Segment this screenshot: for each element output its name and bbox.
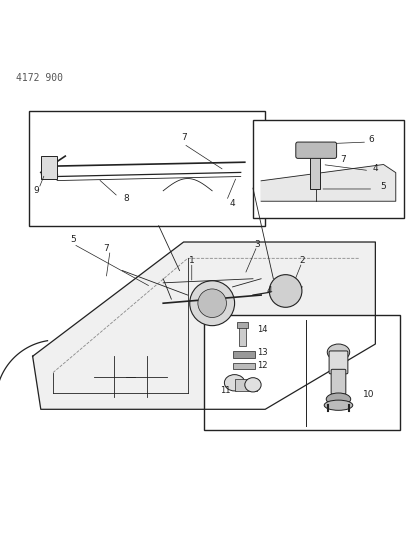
Bar	[41, 156, 57, 179]
Ellipse shape	[324, 400, 353, 410]
Text: 1: 1	[189, 256, 195, 265]
Circle shape	[198, 289, 226, 318]
Text: 6: 6	[368, 135, 374, 144]
Text: 13: 13	[257, 349, 268, 358]
Text: 12: 12	[257, 361, 268, 370]
Text: 4: 4	[373, 164, 378, 173]
Text: 7: 7	[340, 156, 346, 165]
Text: 8: 8	[124, 195, 129, 204]
Bar	[233, 351, 255, 358]
Text: 7: 7	[103, 244, 109, 253]
Text: 11: 11	[220, 386, 231, 395]
Text: 4: 4	[266, 286, 272, 295]
Bar	[253, 119, 404, 217]
Ellipse shape	[245, 378, 261, 392]
Bar	[310, 154, 320, 189]
Ellipse shape	[224, 375, 245, 391]
Text: 10: 10	[363, 390, 375, 399]
Text: 4: 4	[230, 198, 235, 207]
Text: 7: 7	[181, 133, 186, 142]
Text: 5: 5	[71, 236, 76, 245]
Text: 4172 900: 4172 900	[16, 72, 63, 83]
FancyBboxPatch shape	[296, 142, 337, 158]
Polygon shape	[261, 165, 396, 201]
Ellipse shape	[326, 393, 351, 405]
Bar	[204, 316, 400, 430]
Bar	[235, 379, 257, 391]
Text: 3: 3	[254, 239, 260, 248]
Circle shape	[269, 274, 302, 308]
FancyBboxPatch shape	[329, 351, 348, 374]
Text: 5: 5	[381, 182, 386, 191]
Bar	[29, 111, 265, 225]
Bar	[233, 363, 255, 368]
Circle shape	[190, 281, 235, 326]
Text: 14: 14	[257, 325, 268, 334]
Text: 9: 9	[34, 186, 40, 195]
Text: 2: 2	[299, 256, 305, 265]
Ellipse shape	[327, 344, 350, 360]
Bar	[237, 321, 248, 328]
Bar	[239, 326, 246, 346]
Polygon shape	[33, 242, 375, 409]
FancyBboxPatch shape	[331, 369, 346, 394]
